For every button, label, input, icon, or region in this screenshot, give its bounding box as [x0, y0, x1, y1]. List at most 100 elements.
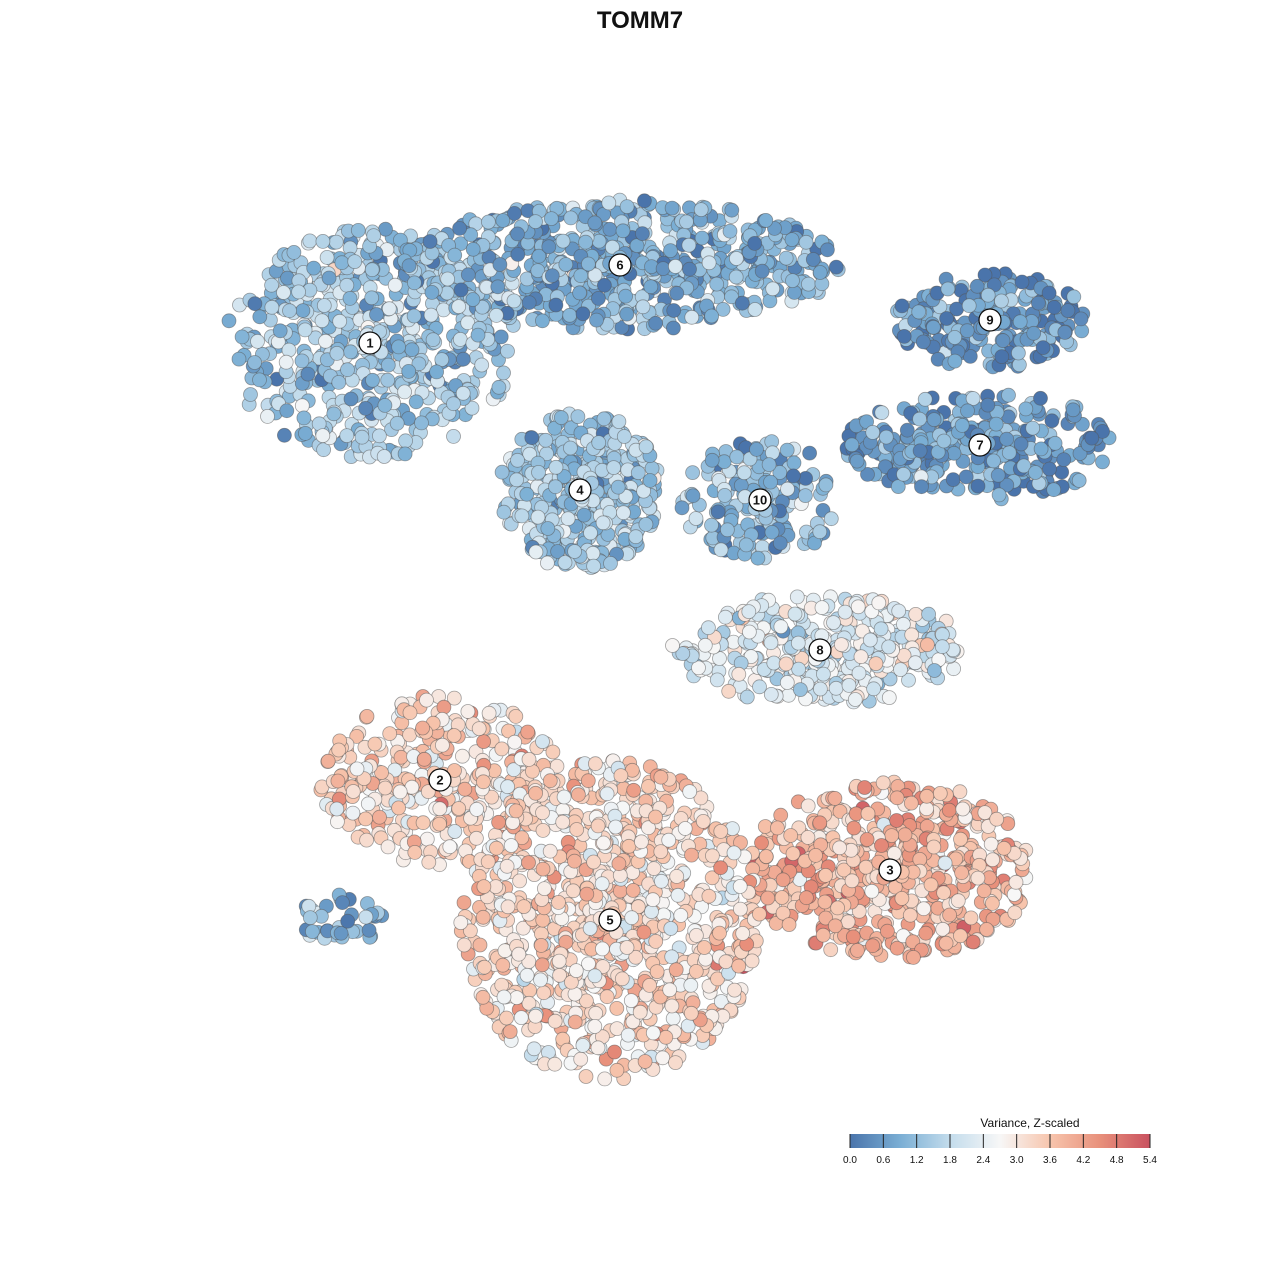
data-point: [985, 852, 1000, 868]
data-point: [540, 555, 555, 571]
data-point: [411, 356, 427, 372]
data-point: [339, 428, 355, 444]
data-point: [553, 410, 569, 426]
data-point: [446, 428, 461, 444]
data-point: [421, 854, 437, 870]
data-point: [360, 796, 376, 812]
chart-title: TOMM7: [597, 7, 683, 34]
data-point: [234, 329, 250, 345]
data-point: [347, 254, 363, 270]
data-point: [520, 724, 536, 740]
data-point: [641, 779, 656, 794]
data-point: [250, 333, 265, 349]
data-point: [663, 921, 679, 936]
data-point: [988, 416, 1004, 432]
data-point: [281, 342, 297, 358]
data-point: [404, 342, 420, 358]
data-point: [619, 306, 635, 322]
data-point: [773, 619, 789, 635]
data-point: [541, 239, 557, 255]
data-point: [422, 234, 438, 249]
data-point: [463, 227, 479, 243]
data-point: [655, 1050, 671, 1066]
data-point: [620, 1027, 636, 1043]
data-point: [586, 558, 601, 574]
data-point: [361, 922, 377, 938]
data-point: [990, 467, 1006, 483]
data-point: [874, 838, 889, 853]
data-point: [590, 818, 606, 834]
data-point: [704, 452, 720, 468]
data-point: [558, 257, 574, 272]
data-point: [940, 281, 956, 297]
data-point: [805, 252, 821, 267]
data-point: [844, 437, 860, 453]
data-point: [847, 692, 863, 707]
data-point: [276, 285, 291, 300]
data-point: [696, 940, 712, 955]
data-point: [326, 406, 342, 422]
data-point: [588, 756, 603, 772]
data-point: [713, 860, 728, 876]
data-point: [565, 883, 581, 899]
data-point: [923, 877, 939, 893]
data-point: [536, 985, 552, 1001]
data-point: [762, 293, 778, 309]
data-point: [276, 427, 292, 443]
cluster-label-text: 5: [606, 913, 613, 928]
data-point: [665, 1011, 681, 1026]
data-point: [320, 753, 336, 769]
data-point: [1001, 387, 1016, 403]
color-legend: Variance, Z-scaled 0.0 0.6 1.2 1.8 2.4 3.0 3.6…: [843, 1116, 1157, 1166]
cluster-label-6: 6: [608, 253, 632, 277]
data-point: [272, 323, 288, 339]
data-point: [763, 687, 779, 702]
data-point: [453, 915, 469, 930]
data-point: [873, 621, 889, 637]
data-point: [880, 923, 895, 939]
data-point: [576, 507, 592, 523]
data-point: [542, 843, 558, 859]
cluster-label-text: 1: [366, 336, 373, 351]
data-point: [533, 972, 548, 988]
data-point: [350, 222, 366, 238]
data-point: [609, 1062, 625, 1078]
data-point: [744, 953, 760, 969]
data-point: [889, 790, 905, 806]
data-point: [999, 431, 1015, 447]
data-point: [535, 912, 551, 928]
data-point: [710, 504, 726, 520]
data-point: [595, 941, 610, 957]
data-point: [415, 815, 431, 831]
data-point: [596, 411, 612, 427]
data-point: [591, 290, 606, 306]
data-point: [397, 384, 413, 400]
data-point: [1033, 390, 1048, 406]
data-point: [823, 511, 839, 527]
data-point: [544, 268, 560, 284]
data-point: [573, 1051, 589, 1067]
data-point: [578, 234, 593, 250]
data-point: [786, 455, 802, 471]
data-point: [247, 296, 263, 312]
data-point: [881, 639, 897, 655]
data-point: [720, 522, 735, 538]
data-point: [961, 298, 977, 314]
data-point: [547, 1013, 563, 1029]
data-point: [571, 787, 586, 803]
data-point: [747, 302, 763, 317]
data-point: [666, 320, 681, 336]
data-point: [297, 425, 313, 441]
data-point: [947, 353, 963, 369]
data-point: [894, 298, 910, 314]
data-point: [570, 409, 586, 425]
data-point: [941, 802, 957, 818]
data-point: [1014, 274, 1030, 290]
data-point: [513, 1010, 529, 1025]
data-point: [377, 397, 393, 413]
data-point: [914, 479, 929, 495]
data-point: [665, 638, 680, 653]
data-point: [608, 819, 623, 835]
data-point: [1012, 314, 1028, 330]
data-point: [510, 246, 526, 262]
